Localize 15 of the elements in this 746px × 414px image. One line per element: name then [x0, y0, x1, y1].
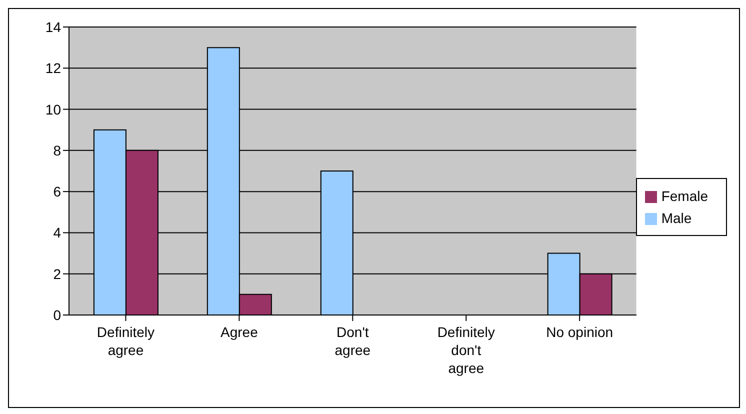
- x-tick-label: No opinion: [546, 324, 614, 340]
- y-tick-label: 6: [53, 184, 62, 200]
- y-tick-label: 12: [45, 60, 62, 76]
- y-tick-label: 10: [45, 101, 62, 118]
- x-tick-label: Don't agree: [334, 324, 371, 358]
- y-tick-label: 2: [53, 266, 62, 282]
- x-tick-label: Agree: [220, 324, 258, 340]
- legend-label: Male: [661, 210, 692, 226]
- legend-label: Female: [661, 188, 708, 204]
- y-tick-label: 14: [45, 18, 62, 35]
- x-tick-label: Definitely agree: [96, 324, 155, 358]
- x-tick-label: Definitely don't agree: [437, 324, 495, 376]
- y-tick-label: 4: [53, 224, 62, 241]
- y-tick-label: 8: [53, 142, 62, 158]
- y-tick-label: 0: [53, 306, 62, 323]
